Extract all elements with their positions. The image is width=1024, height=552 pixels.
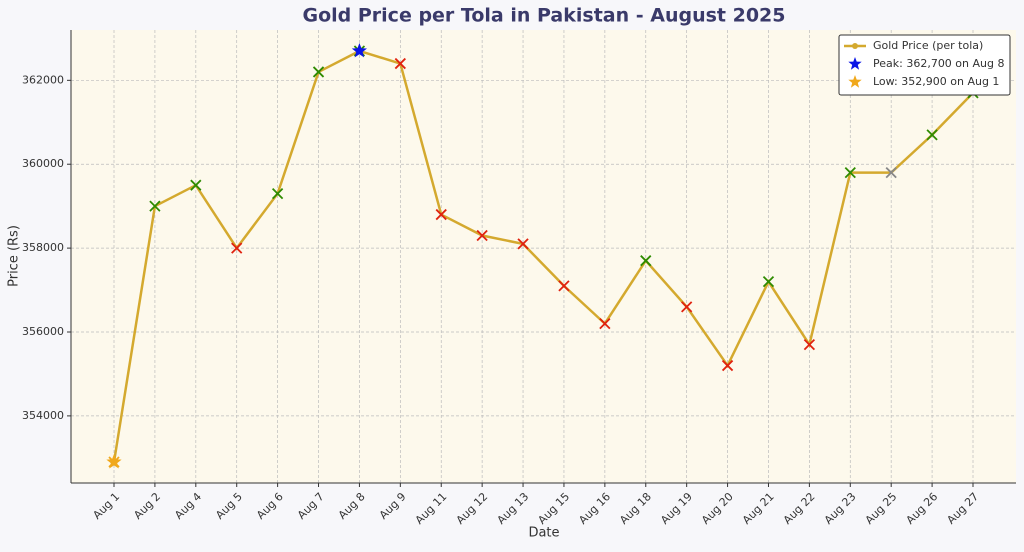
- x-marker: [190, 179, 202, 191]
- x-tick-label: Aug 11: [413, 490, 450, 527]
- x-tick-label: Aug 13: [495, 490, 532, 527]
- x-tick-label: Aug 23: [822, 490, 859, 527]
- x-marker: [599, 317, 611, 330]
- x-tick-label: Aug 25: [863, 490, 900, 527]
- x-tick-label: Aug 7: [295, 490, 327, 522]
- x-tick-label: Aug 22: [781, 490, 818, 527]
- x-marker-stroke: [803, 338, 816, 351]
- x-marker: [149, 200, 161, 212]
- x-tick-label: Aug 1: [90, 490, 122, 522]
- x-marker-stroke: [844, 166, 856, 179]
- x-marker-stroke: [476, 229, 488, 242]
- x-tick-label: Aug 21: [740, 490, 777, 527]
- x-tick-label: Aug 16: [576, 490, 613, 527]
- x-tick-label: Aug 26: [904, 490, 941, 527]
- x-marker: [271, 187, 284, 200]
- x-marker-stroke: [599, 317, 611, 330]
- x-tick-label: Aug 27: [944, 490, 981, 527]
- legend-label: Low: 352,900 on Aug 1: [873, 75, 999, 88]
- x-marker: [681, 301, 693, 313]
- legend-swatch: [848, 75, 862, 88]
- star-marker: [106, 454, 122, 469]
- x-marker: [476, 229, 488, 242]
- x-marker: [803, 338, 816, 351]
- x-marker-stroke: [190, 179, 202, 191]
- x-marker: [721, 359, 734, 372]
- x-tick-label: Aug 20: [699, 490, 736, 527]
- y-tick-label: 358000: [22, 241, 64, 254]
- legend-box: [838, 34, 1011, 96]
- y-tick-label: 356000: [22, 325, 64, 338]
- x-marker: [762, 276, 775, 288]
- x-tick-label: Aug 4: [172, 490, 204, 522]
- x-marker-stroke: [231, 242, 243, 254]
- x-marker: [558, 280, 570, 292]
- x-marker-stroke: [517, 238, 529, 250]
- x-marker-stroke: [762, 276, 775, 288]
- x-marker: [394, 57, 406, 70]
- x-marker: [312, 66, 325, 78]
- x-marker-stroke: [435, 208, 447, 221]
- plot-area: [71, 30, 1016, 483]
- x-tick-label: Aug 2: [131, 490, 163, 522]
- x-marker: [640, 255, 652, 267]
- chart-title: Gold Price per Tola in Pakistan - August…: [303, 5, 786, 27]
- x-marker: [926, 129, 938, 141]
- legend-label: Peak: 362,700 on Aug 8: [873, 57, 1004, 70]
- x-marker: [231, 242, 243, 254]
- x-axis-label: Date: [528, 526, 559, 541]
- x-tick-label: Aug 12: [454, 490, 491, 527]
- x-marker-stroke: [721, 359, 734, 372]
- y-tick-label: 362000: [22, 73, 64, 86]
- x-marker-stroke: [312, 66, 325, 78]
- x-marker-stroke: [681, 301, 693, 313]
- x-tick-label: Aug 19: [658, 490, 695, 527]
- x-marker-stroke: [558, 280, 570, 292]
- x-marker-stroke: [394, 57, 406, 70]
- x-marker: [844, 166, 856, 179]
- x-tick-label: Aug 9: [377, 490, 409, 522]
- x-tick-label: Aug 5: [213, 490, 245, 522]
- x-tick-label: Aug 18: [617, 490, 654, 527]
- x-marker-stroke: [149, 200, 161, 212]
- legend-label: Gold Price (per tola): [873, 39, 983, 52]
- legend-swatch: [848, 57, 862, 70]
- x-tick-label: Aug 15: [535, 490, 572, 527]
- price-line: [112, 49, 974, 463]
- star-marker: [351, 43, 367, 58]
- x-tick-label: Aug 6: [254, 490, 286, 522]
- x-marker-stroke: [926, 129, 938, 141]
- legend-swatch: [852, 43, 858, 49]
- y-tick-label: 360000: [22, 157, 64, 170]
- x-marker-stroke: [885, 166, 897, 179]
- x-marker: [435, 208, 447, 221]
- x-marker: [517, 238, 529, 250]
- x-marker: [885, 166, 897, 179]
- x-marker-stroke: [640, 255, 652, 267]
- x-marker-stroke: [271, 187, 284, 200]
- y-axis-label: Price (Rs): [7, 225, 22, 287]
- y-tick-label: 354000: [22, 409, 64, 422]
- x-tick-label: Aug 8: [336, 490, 368, 522]
